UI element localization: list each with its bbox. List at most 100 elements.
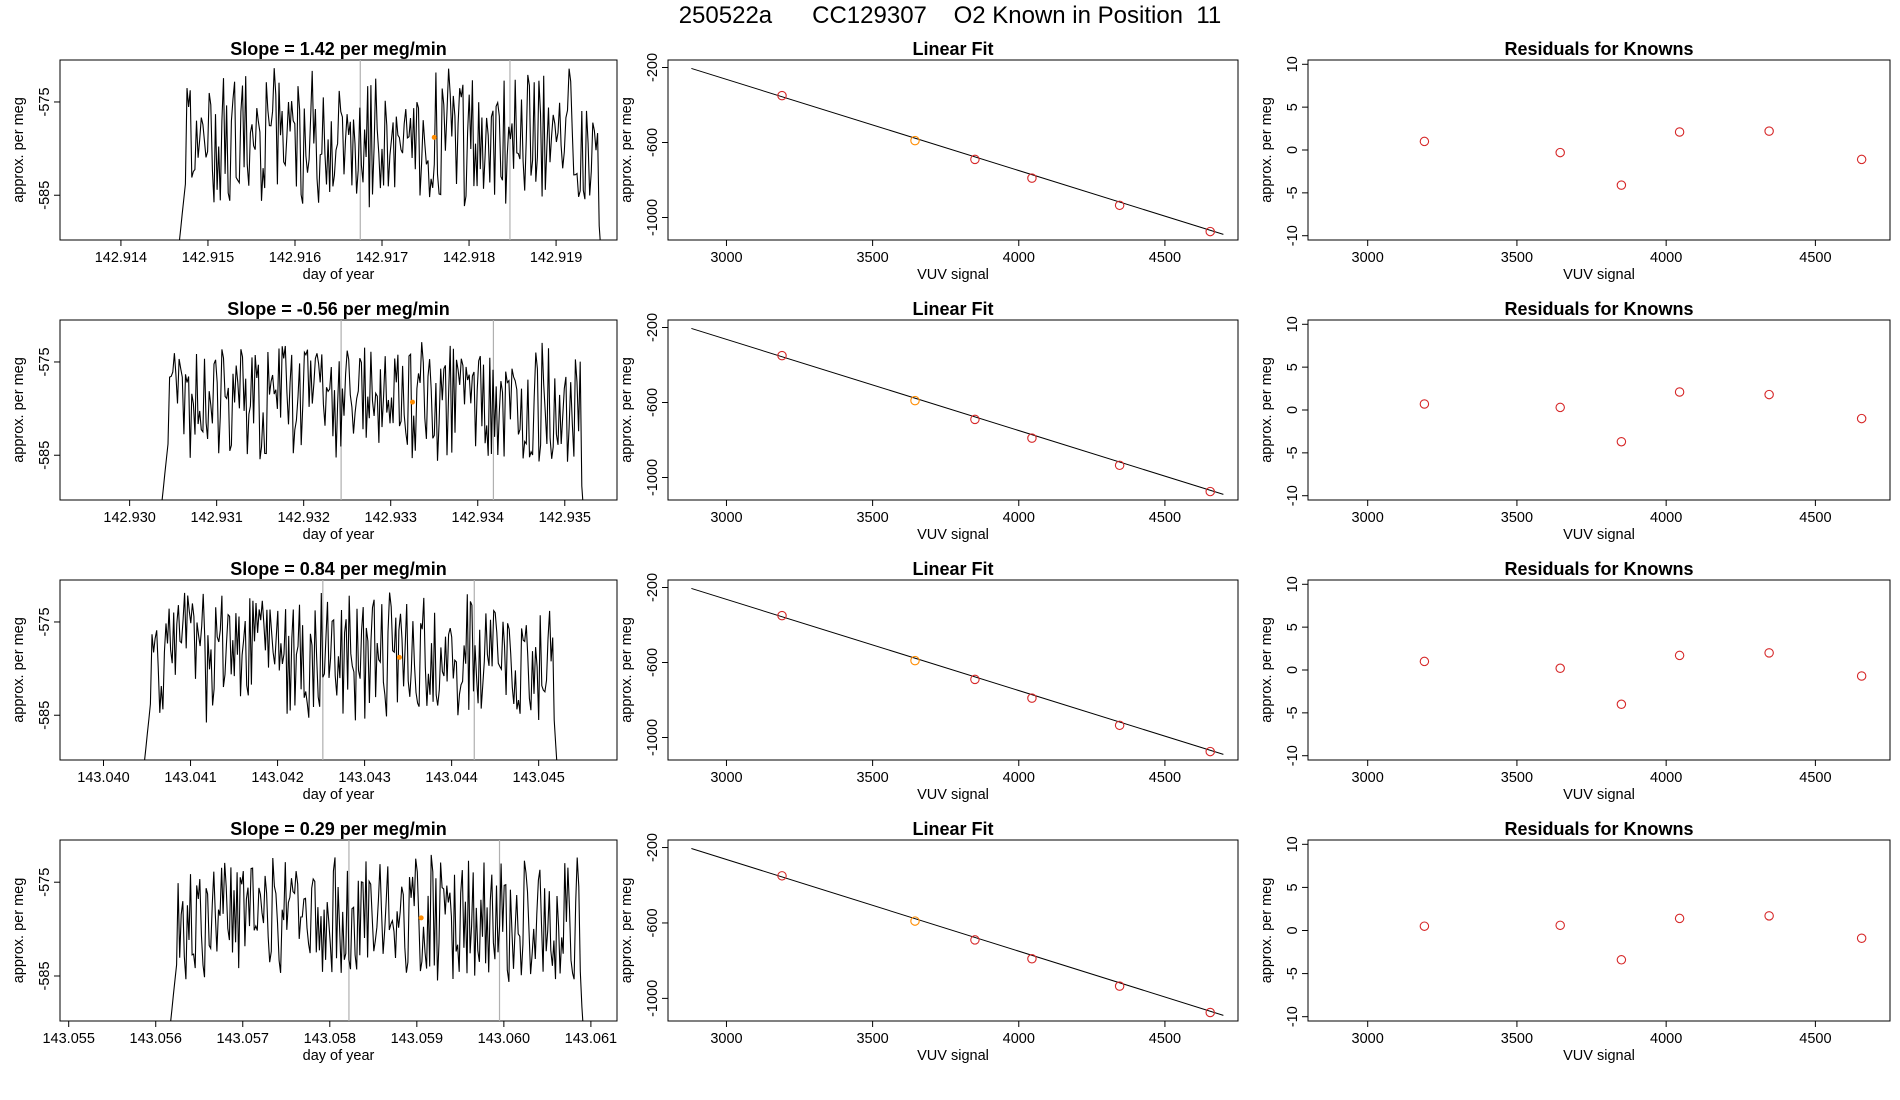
x-tick-label: 3500 <box>1501 770 1533 786</box>
data-point <box>1205 226 1215 237</box>
data-point <box>970 414 980 425</box>
x-tick-label: 4000 <box>1003 1031 1035 1047</box>
data-point <box>1616 180 1627 190</box>
y-axis-label: approx. per meg <box>11 97 27 203</box>
data-point <box>970 674 980 685</box>
panel-title: Residuals for Knowns <box>1504 819 1693 839</box>
plot-frame <box>667 319 1239 501</box>
series-line <box>178 68 601 240</box>
data-point <box>1764 126 1774 136</box>
x-tick-label: 142.935 <box>539 510 591 526</box>
y-tick-label: -585 <box>37 181 53 210</box>
y-axis-label: approx. per meg <box>1259 97 1275 203</box>
x-tick-label: 143.055 <box>42 1031 94 1047</box>
plot-area <box>1419 648 1867 710</box>
x-tick-label: 142.931 <box>190 510 242 526</box>
y-tick-label: 10 <box>1285 56 1301 72</box>
data-point <box>777 90 787 101</box>
data-point <box>777 871 787 881</box>
x-axis-label: VUV signal <box>1563 787 1635 803</box>
x-tick-label: 3500 <box>1501 1031 1533 1047</box>
x-tick-label: 3000 <box>710 510 742 526</box>
row4-residuals: Residuals for Knowns 3000 3500 4000 4500 10 5 0… <box>1259 819 1891 1064</box>
x-tick-label: 3500 <box>856 250 888 266</box>
plot-frame <box>59 319 618 501</box>
plot-area <box>170 840 584 1021</box>
series-line <box>144 592 558 760</box>
x-tick-label: 3000 <box>1352 510 1384 526</box>
x-tick-label: 142.934 <box>452 510 504 526</box>
data-point <box>1205 746 1215 757</box>
y-tick-label: -600 <box>645 388 661 417</box>
x-tick-label: 3500 <box>1501 510 1533 526</box>
y-axis-label: approx. per meg <box>619 617 635 723</box>
data-point <box>970 154 980 165</box>
y-tick-label: -575 <box>37 607 53 636</box>
x-axis-label: VUV signal <box>917 1048 989 1064</box>
y-tick-label: 10 <box>1285 576 1301 592</box>
highlight-point <box>396 654 402 660</box>
y-tick-label: -10 <box>1285 1006 1301 1027</box>
data-point <box>1205 1007 1215 1018</box>
data-point <box>1114 200 1125 211</box>
x-tick-label: 3500 <box>856 770 888 786</box>
x-axis-label: VUV signal <box>1563 1048 1635 1064</box>
x-axis-label: VUV signal <box>917 267 989 283</box>
y-tick-label: -5 <box>1285 186 1301 199</box>
y-tick-label: 10 <box>1285 836 1301 852</box>
x-axis-label: day of year <box>303 787 375 803</box>
x-tick-label: 3500 <box>856 510 888 526</box>
plot-area <box>161 320 584 500</box>
x-tick-label: 3000 <box>710 250 742 266</box>
x-tick-label: 3500 <box>856 1031 888 1047</box>
row2-time-series: Slope = -0.56 per meg/min 142.930 142.931 1… <box>11 299 618 543</box>
y-axis-label: approx. per meg <box>619 357 635 463</box>
data-point <box>1555 920 1565 931</box>
x-tick-label: 3000 <box>1352 1031 1384 1047</box>
data-point <box>1674 387 1685 397</box>
x-tick-label: 4000 <box>1650 250 1682 266</box>
data-point <box>1674 650 1685 661</box>
data-point <box>1856 933 1867 944</box>
y-tick-label: -5 <box>1285 446 1301 459</box>
plot-area <box>691 587 1224 757</box>
x-axis-label: VUV signal <box>1563 267 1635 283</box>
x-tick-label: 3000 <box>1352 250 1384 266</box>
data-point <box>1674 127 1685 137</box>
series-line <box>161 342 584 500</box>
x-tick-label: 4000 <box>1003 770 1035 786</box>
panel-title: Slope = 0.84 per meg/min <box>230 559 447 579</box>
data-point <box>1616 436 1627 447</box>
fit-line <box>691 848 1224 1016</box>
data-point <box>1419 921 1430 931</box>
x-axis-label: day of year <box>303 1048 375 1064</box>
y-tick-label: 10 <box>1285 316 1301 332</box>
panel-title: Linear Fit <box>912 559 993 579</box>
x-tick-label: 143.058 <box>304 1031 356 1047</box>
x-tick-label: 142.930 <box>103 510 155 526</box>
y-axis-label: approx. per meg <box>11 357 27 463</box>
x-tick-label: 143.060 <box>478 1031 530 1047</box>
x-tick-label: 142.917 <box>356 250 408 266</box>
y-tick-label: -585 <box>37 441 53 470</box>
data-point <box>1027 173 1037 183</box>
plot-area <box>691 327 1224 497</box>
x-tick-label: 3000 <box>710 1031 742 1047</box>
x-tick-label: 143.061 <box>565 1031 617 1047</box>
x-tick-label: 4500 <box>1799 250 1831 266</box>
x-axis-label: VUV signal <box>917 527 989 543</box>
plot-area <box>1419 911 1867 965</box>
x-tick-label: 142.932 <box>277 510 329 526</box>
fit-line <box>691 587 1224 755</box>
x-tick-label: 143.043 <box>338 770 390 786</box>
data-point <box>1555 147 1565 158</box>
y-tick-label: -575 <box>37 868 53 897</box>
data-point <box>1555 663 1565 674</box>
x-tick-label: 143.057 <box>217 1031 269 1047</box>
row1-time-series: Slope = 1.42 per meg/min 142.914 142.915 14… <box>11 39 618 283</box>
panel-title: Residuals for Knowns <box>1504 299 1693 319</box>
x-tick-label: 4500 <box>1799 510 1831 526</box>
y-tick-label: -600 <box>645 648 661 677</box>
y-tick-label: 0 <box>1285 406 1301 414</box>
